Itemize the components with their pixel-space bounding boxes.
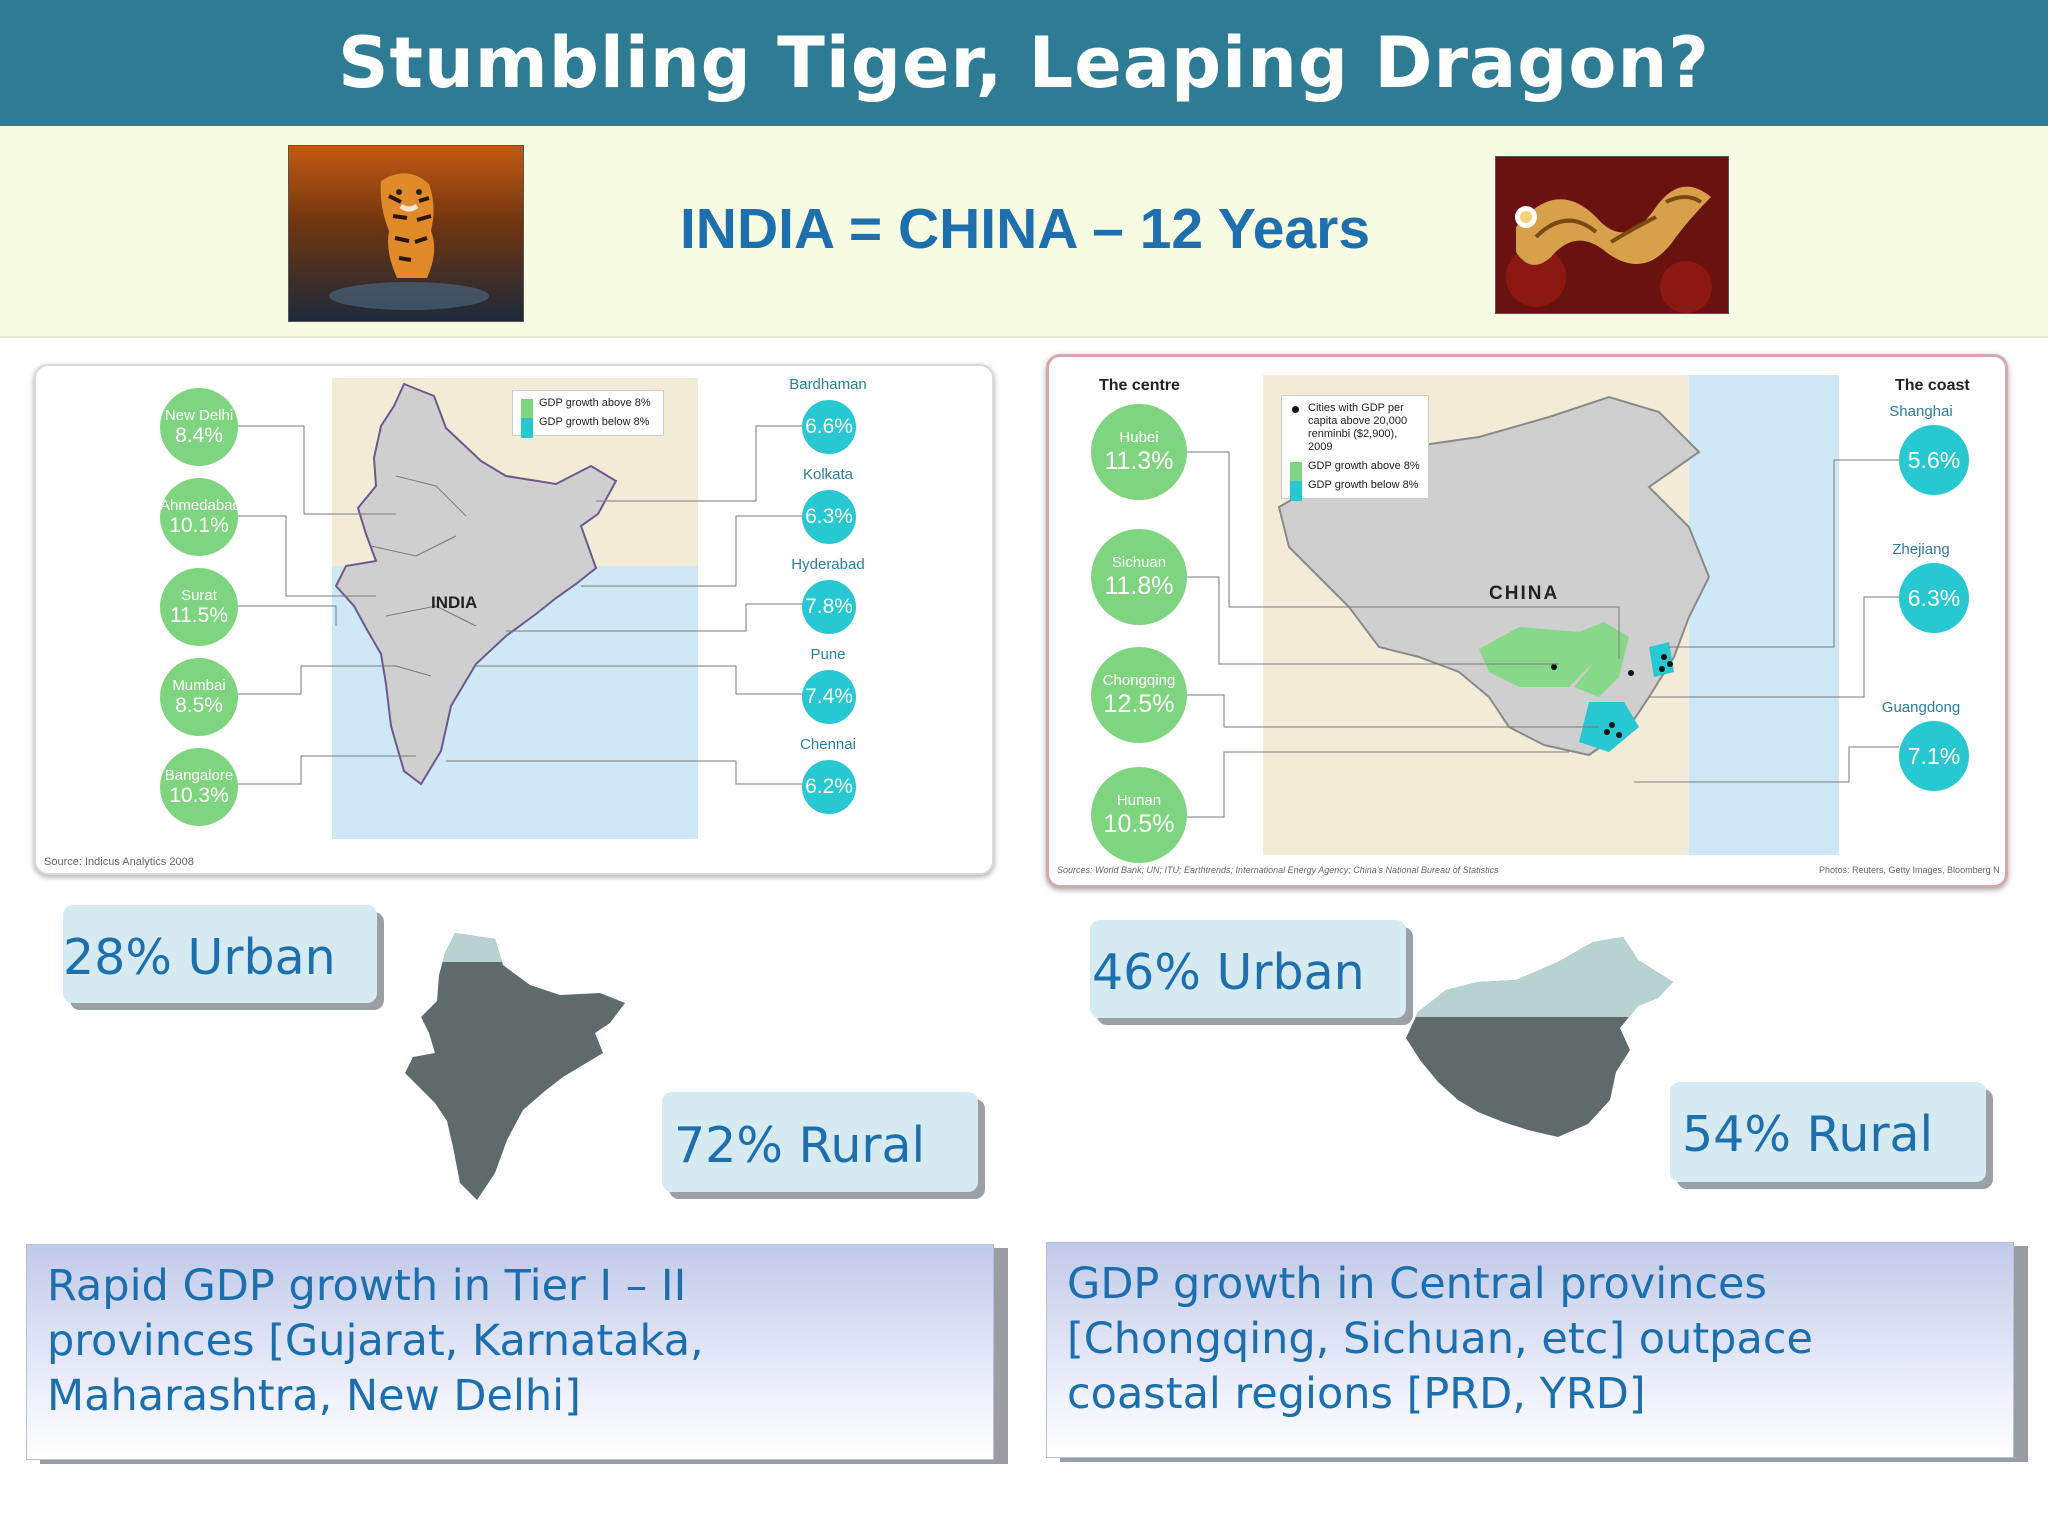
city-bubble-bardhaman: 6.6% <box>802 400 856 454</box>
legend-above-text: GDP growth above 8% <box>1308 460 1420 472</box>
province-name-zhejiang: Zhejiang <box>1892 541 1950 558</box>
china-growth-map: CHINA The centre The coast Cities with G… <box>1046 354 2008 888</box>
india-map-source: Source: Indicus Analytics 2008 <box>44 856 194 868</box>
title-bar <box>0 0 2048 126</box>
china-summary-text: GDP growth in Central provinces [Chongqi… <box>1067 1257 1813 1422</box>
tagline: INDIA = CHINA – 12 Years <box>679 197 1371 261</box>
india-urban-callout: 28% Urban <box>63 905 377 1003</box>
city-name-pune: Pune <box>810 646 846 663</box>
city-name-hyderabad: Hyderabad <box>791 556 865 573</box>
china-rural-callout: 54% Rural <box>1670 1082 1986 1182</box>
india-urban-label: 28% Urban <box>63 929 336 986</box>
province-bubble-shanghai: 5.6% <box>1899 425 1969 495</box>
legend-cities-text: Cities with GDP per capita above 20,000 … <box>1308 402 1408 453</box>
city-bubble-pune: 7.4% <box>802 670 856 724</box>
india-growth-map: INDIA GDP growth above 8% GDP growth bel… <box>34 364 994 875</box>
province-bubble-guangdong: 7.1% <box>1899 721 1969 791</box>
slide-title: Stumbling Tiger, Leaping Dragon? <box>338 22 1710 104</box>
city-bubble-ahmedabad: Ahmedabad 10.1% <box>160 478 241 556</box>
province-bubble-hubei: Hubei 11.3% <box>1091 404 1187 500</box>
china-map-photo-credit: Photos: Reuters, Getty Images, Bloomberg… <box>1819 865 2000 875</box>
city-name-chennai: Chennai <box>800 736 856 753</box>
summary-line: coastal regions [PRD, YRD] <box>1067 1369 1646 1419</box>
china-urban-label: 46% Urban <box>1092 944 1365 1001</box>
province-name-shanghai: Shanghai <box>1889 403 1953 420</box>
province-name-guangdong: Guangdong <box>1881 699 1961 716</box>
india-map-label: INDIA <box>431 593 478 612</box>
summary-line: GDP growth in Central provinces <box>1067 1259 1767 1309</box>
province-bubble-hunan: Hunan 10.5% <box>1091 767 1187 863</box>
legend-below-text: GDP growth below 8% <box>539 416 650 428</box>
tiger-photo <box>288 145 524 322</box>
china-rural-label: 54% Rural <box>1682 1106 1934 1163</box>
summary-line: Rapid GDP growth in Tier I – II <box>47 1261 687 1311</box>
china-summary-box: GDP growth in Central provinces [Chongqi… <box>1046 1242 2014 1458</box>
india-summary-text: Rapid GDP growth in Tier I – II province… <box>47 1259 704 1424</box>
india-rural-callout: 72% Rural <box>662 1092 978 1192</box>
city-bubble-surat: Surat 11.5% <box>160 568 238 646</box>
province-bubble-zhejiang: 6.3% <box>1899 563 1969 633</box>
province-bubble-sichuan: Sichuan 11.8% <box>1091 529 1187 625</box>
china-centre-heading: The centre <box>1099 377 1180 394</box>
city-bubble-new-delhi: New Delhi 8.4% <box>160 388 238 466</box>
city-bubble-hyderabad: 7.8% <box>802 580 856 634</box>
india-rural-label: 72% Rural <box>674 1117 926 1174</box>
china-urban-callout: 46% Urban <box>1090 920 1406 1018</box>
city-bubble-kolkata: 6.3% <box>802 490 856 544</box>
city-bubble-mumbai: Mumbai 8.5% <box>160 658 238 736</box>
india-urban-rural-silhouette <box>405 933 625 1200</box>
legend-below-text: GDP growth below 8% <box>1308 479 1419 491</box>
summary-line: Maharashtra, New Delhi] <box>47 1371 581 1421</box>
city-bubble-chennai: 6.2% <box>802 760 856 814</box>
china-coast-heading: The coast <box>1895 377 1970 394</box>
legend-above-text: GDP growth above 8% <box>539 397 651 409</box>
china-map-source: Sources: World Bank; UN; ITU; Earthtrend… <box>1057 865 1499 875</box>
india-map-legend: GDP growth above 8% GDP growth below 8% <box>512 390 664 438</box>
china-map-label: CHINA <box>1489 583 1560 604</box>
india-summary-box: Rapid GDP growth in Tier I – II province… <box>26 1244 994 1460</box>
city-name-bardhaman: Bardhaman <box>789 376 867 393</box>
province-bubble-chongqing: Chongqing 12.5% <box>1091 647 1187 743</box>
summary-line: [Chongqing, Sichuan, etc] outpace <box>1067 1314 1813 1364</box>
city-name-kolkata: Kolkata <box>802 466 854 483</box>
city-bubble-bangalore: Bangalore 10.3% <box>160 748 238 826</box>
china-urban-rural-silhouette <box>1406 937 1673 1137</box>
summary-line: provinces [Gujarat, Karnataka, <box>47 1316 704 1366</box>
china-map-legend: Cities with GDP per capita above 20,000 … <box>1281 395 1429 501</box>
dragon-photo <box>1495 156 1729 314</box>
